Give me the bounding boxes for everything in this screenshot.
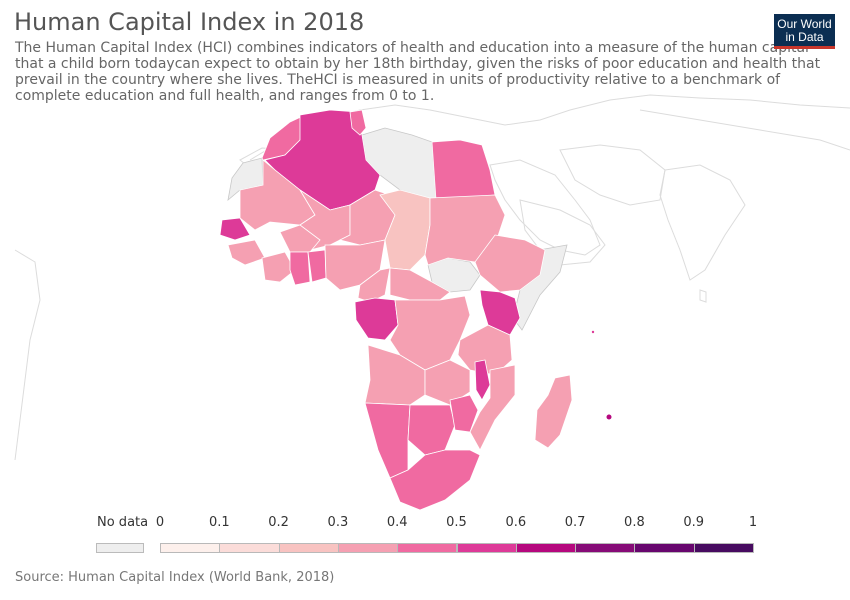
owid-logo[interactable]: Our World in Data	[774, 14, 835, 49]
tunisia-region	[349, 109, 367, 136]
togo-benin-region	[307, 249, 327, 283]
chart-title: Human Capital Index in 2018	[14, 8, 365, 36]
india-outline	[659, 164, 746, 281]
botswana-region	[407, 404, 456, 456]
no-data-regions	[227, 127, 568, 331]
asia-outline	[639, 109, 850, 151]
logo-line-2: in Data	[785, 30, 824, 44]
hci-regions[interactable]	[219, 109, 612, 511]
americas-outline	[14, 249, 41, 461]
seychelles-region	[591, 330, 595, 334]
madagascar-region	[534, 374, 573, 449]
chad-region	[379, 189, 431, 271]
ghana-region	[289, 251, 311, 286]
source-note[interactable]: Source: Human Capital Index (World Bank,…	[15, 570, 335, 585]
mozambique-region	[469, 364, 516, 451]
logo-line-1: Our World	[777, 17, 832, 31]
sudan-region	[424, 194, 506, 266]
zambia-region	[424, 359, 471, 406]
car-region	[389, 267, 451, 301]
ethiopia-region	[474, 234, 546, 293]
south-africa-region	[389, 449, 481, 511]
egypt-region	[431, 139, 496, 201]
gabon-congo-region	[354, 297, 399, 341]
angola-region	[364, 344, 426, 406]
sri-lanka-outline	[699, 289, 707, 303]
arabia-outline	[519, 199, 606, 266]
senegal-region	[219, 217, 251, 241]
kenya-region	[479, 289, 521, 336]
middle-east-outline	[489, 159, 601, 256]
burkina-faso-region	[279, 224, 321, 253]
zimbabwe-region	[449, 394, 479, 433]
cote-divoire-region	[261, 251, 296, 283]
guinea-region	[227, 239, 266, 266]
iran-outline	[559, 144, 666, 206]
mauritius-region	[606, 414, 612, 420]
malawi-region	[474, 359, 491, 401]
namibia-region	[364, 402, 411, 479]
chart-subtitle: The Human Capital Index (HCI) combines i…	[15, 40, 821, 104]
cameroon-region	[357, 267, 391, 303]
